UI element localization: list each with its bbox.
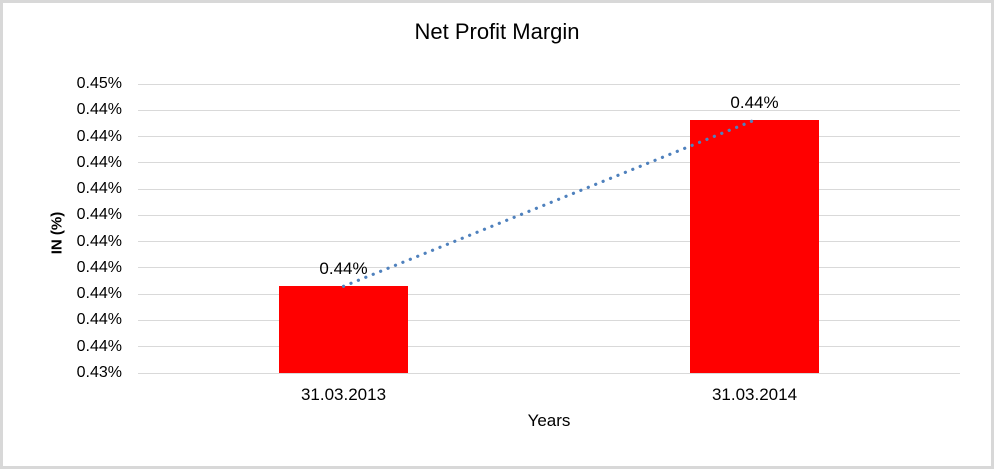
y-tick-label: 0.44% — [76, 206, 122, 224]
gridline — [138, 136, 960, 138]
bar-31.03.2013 — [279, 286, 408, 373]
gridline — [138, 162, 960, 164]
y-tick-label: 0.44% — [76, 337, 122, 355]
y-tick-label: 0.45% — [76, 75, 122, 92]
y-tick-label: 0.44% — [76, 311, 122, 329]
x-tick-label: 31.03.2014 — [711, 385, 798, 404]
gridline — [138, 372, 960, 374]
y-tick-label: 0.44% — [76, 258, 122, 276]
gridline — [138, 109, 960, 111]
y-tick-label: 0.44% — [76, 153, 122, 171]
y-tick-label: 0.44% — [76, 232, 122, 250]
gridline — [138, 319, 960, 321]
bar-31.03.2014 — [690, 120, 819, 373]
plot-area — [138, 83, 960, 374]
gridline — [138, 267, 960, 269]
y-tick-label: 0.44% — [76, 180, 122, 198]
bar-value-label: 0.44% — [319, 259, 368, 279]
y-tick-label: 0.43% — [76, 364, 122, 381]
gridline — [138, 293, 960, 295]
y-tick-label: 0.44% — [76, 101, 122, 119]
gridline — [138, 188, 960, 190]
chart-title: Net Profit Margin — [414, 19, 580, 44]
x-axis-title: Years — [527, 411, 571, 430]
y-tick-label: 0.44% — [76, 285, 122, 303]
gridline — [138, 346, 960, 348]
gridline — [138, 83, 960, 85]
gridline — [138, 214, 960, 216]
trendline — [341, 118, 757, 288]
gridline — [138, 241, 960, 243]
bar-value-label: 0.44% — [730, 93, 779, 113]
x-tick-label: 31.03.2013 — [300, 385, 387, 404]
y-tick-label: 0.44% — [76, 127, 122, 145]
